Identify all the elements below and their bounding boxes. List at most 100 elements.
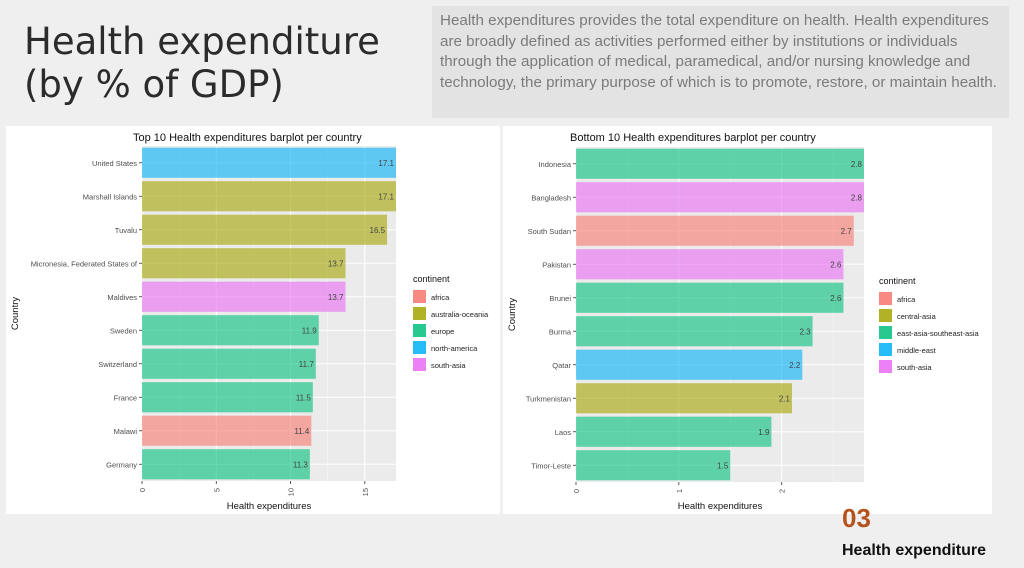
bar-value-label: 1.5 xyxy=(717,461,729,470)
x-tick-label: 1 xyxy=(675,489,684,493)
description-box: Health expenditures provides the total e… xyxy=(432,6,1009,118)
chart-title: Bottom 10 Health expenditures barplot pe… xyxy=(570,132,816,144)
legend-title: continent xyxy=(413,274,450,284)
y-tick-label: Germany xyxy=(106,460,137,469)
legend-swatch xyxy=(879,360,892,373)
y-tick-label: Timor-Leste xyxy=(531,461,571,470)
legend-title: continent xyxy=(879,276,916,286)
legend-label: africa xyxy=(431,293,450,302)
y-tick-label: Qatar xyxy=(552,361,571,370)
legend-label: north-america xyxy=(431,344,478,353)
y-tick-label: France xyxy=(114,393,137,402)
bar xyxy=(576,416,772,447)
legend-swatch xyxy=(879,292,892,305)
y-tick-label: Burma xyxy=(549,327,572,336)
x-tick-label: 2 xyxy=(778,489,787,493)
bar xyxy=(576,349,803,380)
x-axis-title: Health expenditures xyxy=(227,501,312,512)
y-tick-label: Turkmenistan xyxy=(526,394,571,403)
bar xyxy=(576,282,844,313)
bar-value-label: 17.1 xyxy=(378,159,394,168)
legend-swatch xyxy=(413,324,426,337)
y-tick-label: Marshall Islands xyxy=(83,192,137,201)
bar-value-label: 11.5 xyxy=(296,393,312,402)
y-tick-label: Micronesia, Federated States of xyxy=(31,259,138,268)
bar xyxy=(142,214,388,245)
bottom10-chart-panel: Bottom 10 Health expenditures barplot pe… xyxy=(503,126,992,514)
y-tick-label: Brunei xyxy=(549,294,571,303)
bar-value-label: 2.8 xyxy=(851,160,863,169)
bar-value-label: 2.8 xyxy=(851,193,863,202)
legend-swatch xyxy=(413,358,426,371)
bar-value-label: 17.1 xyxy=(378,192,394,201)
bar-value-label: 13.7 xyxy=(328,293,344,302)
y-tick-label: Sweden xyxy=(110,326,137,335)
bar xyxy=(142,415,312,446)
description-text: Health expenditures provides the total e… xyxy=(440,12,997,91)
bar-value-label: 11.9 xyxy=(302,326,318,335)
legend-swatch xyxy=(879,326,892,339)
x-tick-label: 0 xyxy=(138,488,147,492)
chart-title: Top 10 Health expenditures barplot per c… xyxy=(133,132,362,144)
y-axis-title: Country xyxy=(507,298,518,332)
legend-label: australia-oceania xyxy=(431,310,489,319)
bar-value-label: 11.4 xyxy=(294,427,310,436)
y-tick-label: Malawi xyxy=(114,427,138,436)
legend-label: middle-east xyxy=(897,346,937,355)
bar xyxy=(142,248,346,279)
bar xyxy=(576,383,792,414)
bar xyxy=(576,450,731,481)
y-tick-label: United States xyxy=(92,159,137,168)
bar xyxy=(142,281,346,312)
top10-chart-panel: Top 10 Health expenditures barplot per c… xyxy=(6,126,500,514)
bar-value-label: 2.1 xyxy=(779,394,791,403)
slide-title: Health expenditure (by % of GDP) xyxy=(24,20,380,106)
bar xyxy=(142,315,319,346)
bar xyxy=(576,215,854,246)
y-tick-label: Bangladesh xyxy=(531,193,571,202)
bar xyxy=(142,147,396,178)
x-tick-label: 5 xyxy=(212,488,221,492)
legend-swatch xyxy=(413,341,426,354)
x-tick-label: 10 xyxy=(287,488,296,496)
bar xyxy=(576,182,864,213)
bar-value-label: 1.9 xyxy=(758,428,770,437)
y-tick-label: Laos xyxy=(555,428,572,437)
slide-footer: Health expenditure xyxy=(842,542,987,559)
bar-value-label: 2.6 xyxy=(830,294,842,303)
legend-label: east-asia-southeast-asia xyxy=(897,329,980,338)
bar xyxy=(576,316,813,347)
legend-label: south-asia xyxy=(431,361,466,370)
bar-value-label: 11.7 xyxy=(299,360,315,369)
y-tick-label: Indonesia xyxy=(538,160,571,169)
bar-value-label: 2.2 xyxy=(789,361,801,370)
x-axis-title: Health expenditures xyxy=(678,501,763,512)
slide-number: 03 xyxy=(842,503,871,533)
bar-value-label: 2.3 xyxy=(799,327,811,336)
top10-bar-chart: Top 10 Health expenditures barplot per c… xyxy=(10,132,489,512)
bar xyxy=(142,382,313,413)
bar xyxy=(142,449,310,480)
legend-swatch xyxy=(879,343,892,356)
legend-label: central-asia xyxy=(897,312,937,321)
y-tick-label: Tuvalu xyxy=(115,226,137,235)
y-tick-label: Maldives xyxy=(107,293,137,302)
bar xyxy=(576,148,864,179)
legend-swatch xyxy=(413,307,426,320)
legend-label: south-asia xyxy=(897,363,932,372)
y-tick-label: South Sudan xyxy=(528,227,571,236)
bar-value-label: 16.5 xyxy=(370,226,386,235)
legend-swatch xyxy=(879,309,892,322)
x-tick-label: 15 xyxy=(361,488,370,496)
legend-label: africa xyxy=(897,295,916,304)
legend-label: europe xyxy=(431,327,454,336)
bar xyxy=(142,181,396,212)
legend-swatch xyxy=(413,290,426,303)
bar-value-label: 2.7 xyxy=(841,227,853,236)
bar-value-label: 2.6 xyxy=(830,260,842,269)
y-axis-title: Country xyxy=(10,297,21,331)
x-tick-label: 0 xyxy=(572,489,581,493)
bottom10-bar-chart: Bottom 10 Health expenditures barplot pe… xyxy=(507,132,980,512)
bar xyxy=(142,348,316,379)
y-tick-label: Pakistan xyxy=(542,260,571,269)
